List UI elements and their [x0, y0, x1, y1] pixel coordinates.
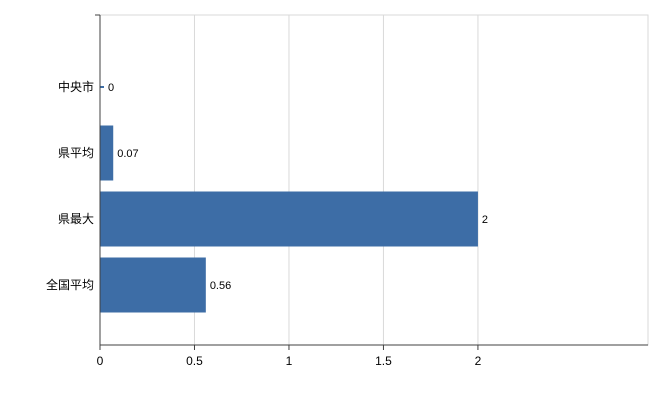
category-label: 中央市 [58, 79, 94, 94]
bar [100, 257, 206, 313]
bar [100, 125, 114, 181]
bar-value-label: 0.56 [210, 280, 231, 292]
category-label: 県最大 [58, 212, 94, 226]
x-tick-label: 2 [475, 354, 482, 368]
category-label: 全国平均 [46, 277, 94, 292]
bar-value-label: 2 [482, 214, 488, 226]
bar-value-label: 0.07 [117, 148, 138, 160]
x-tick-label: 0.5 [186, 354, 203, 368]
x-tick-label: 1.5 [375, 354, 392, 368]
bar-value-label: 0 [108, 82, 114, 94]
bar [100, 191, 478, 247]
x-tick-label: 1 [286, 354, 293, 368]
category-label: 県平均 [58, 146, 94, 160]
x-tick-label: 0 [97, 354, 104, 368]
